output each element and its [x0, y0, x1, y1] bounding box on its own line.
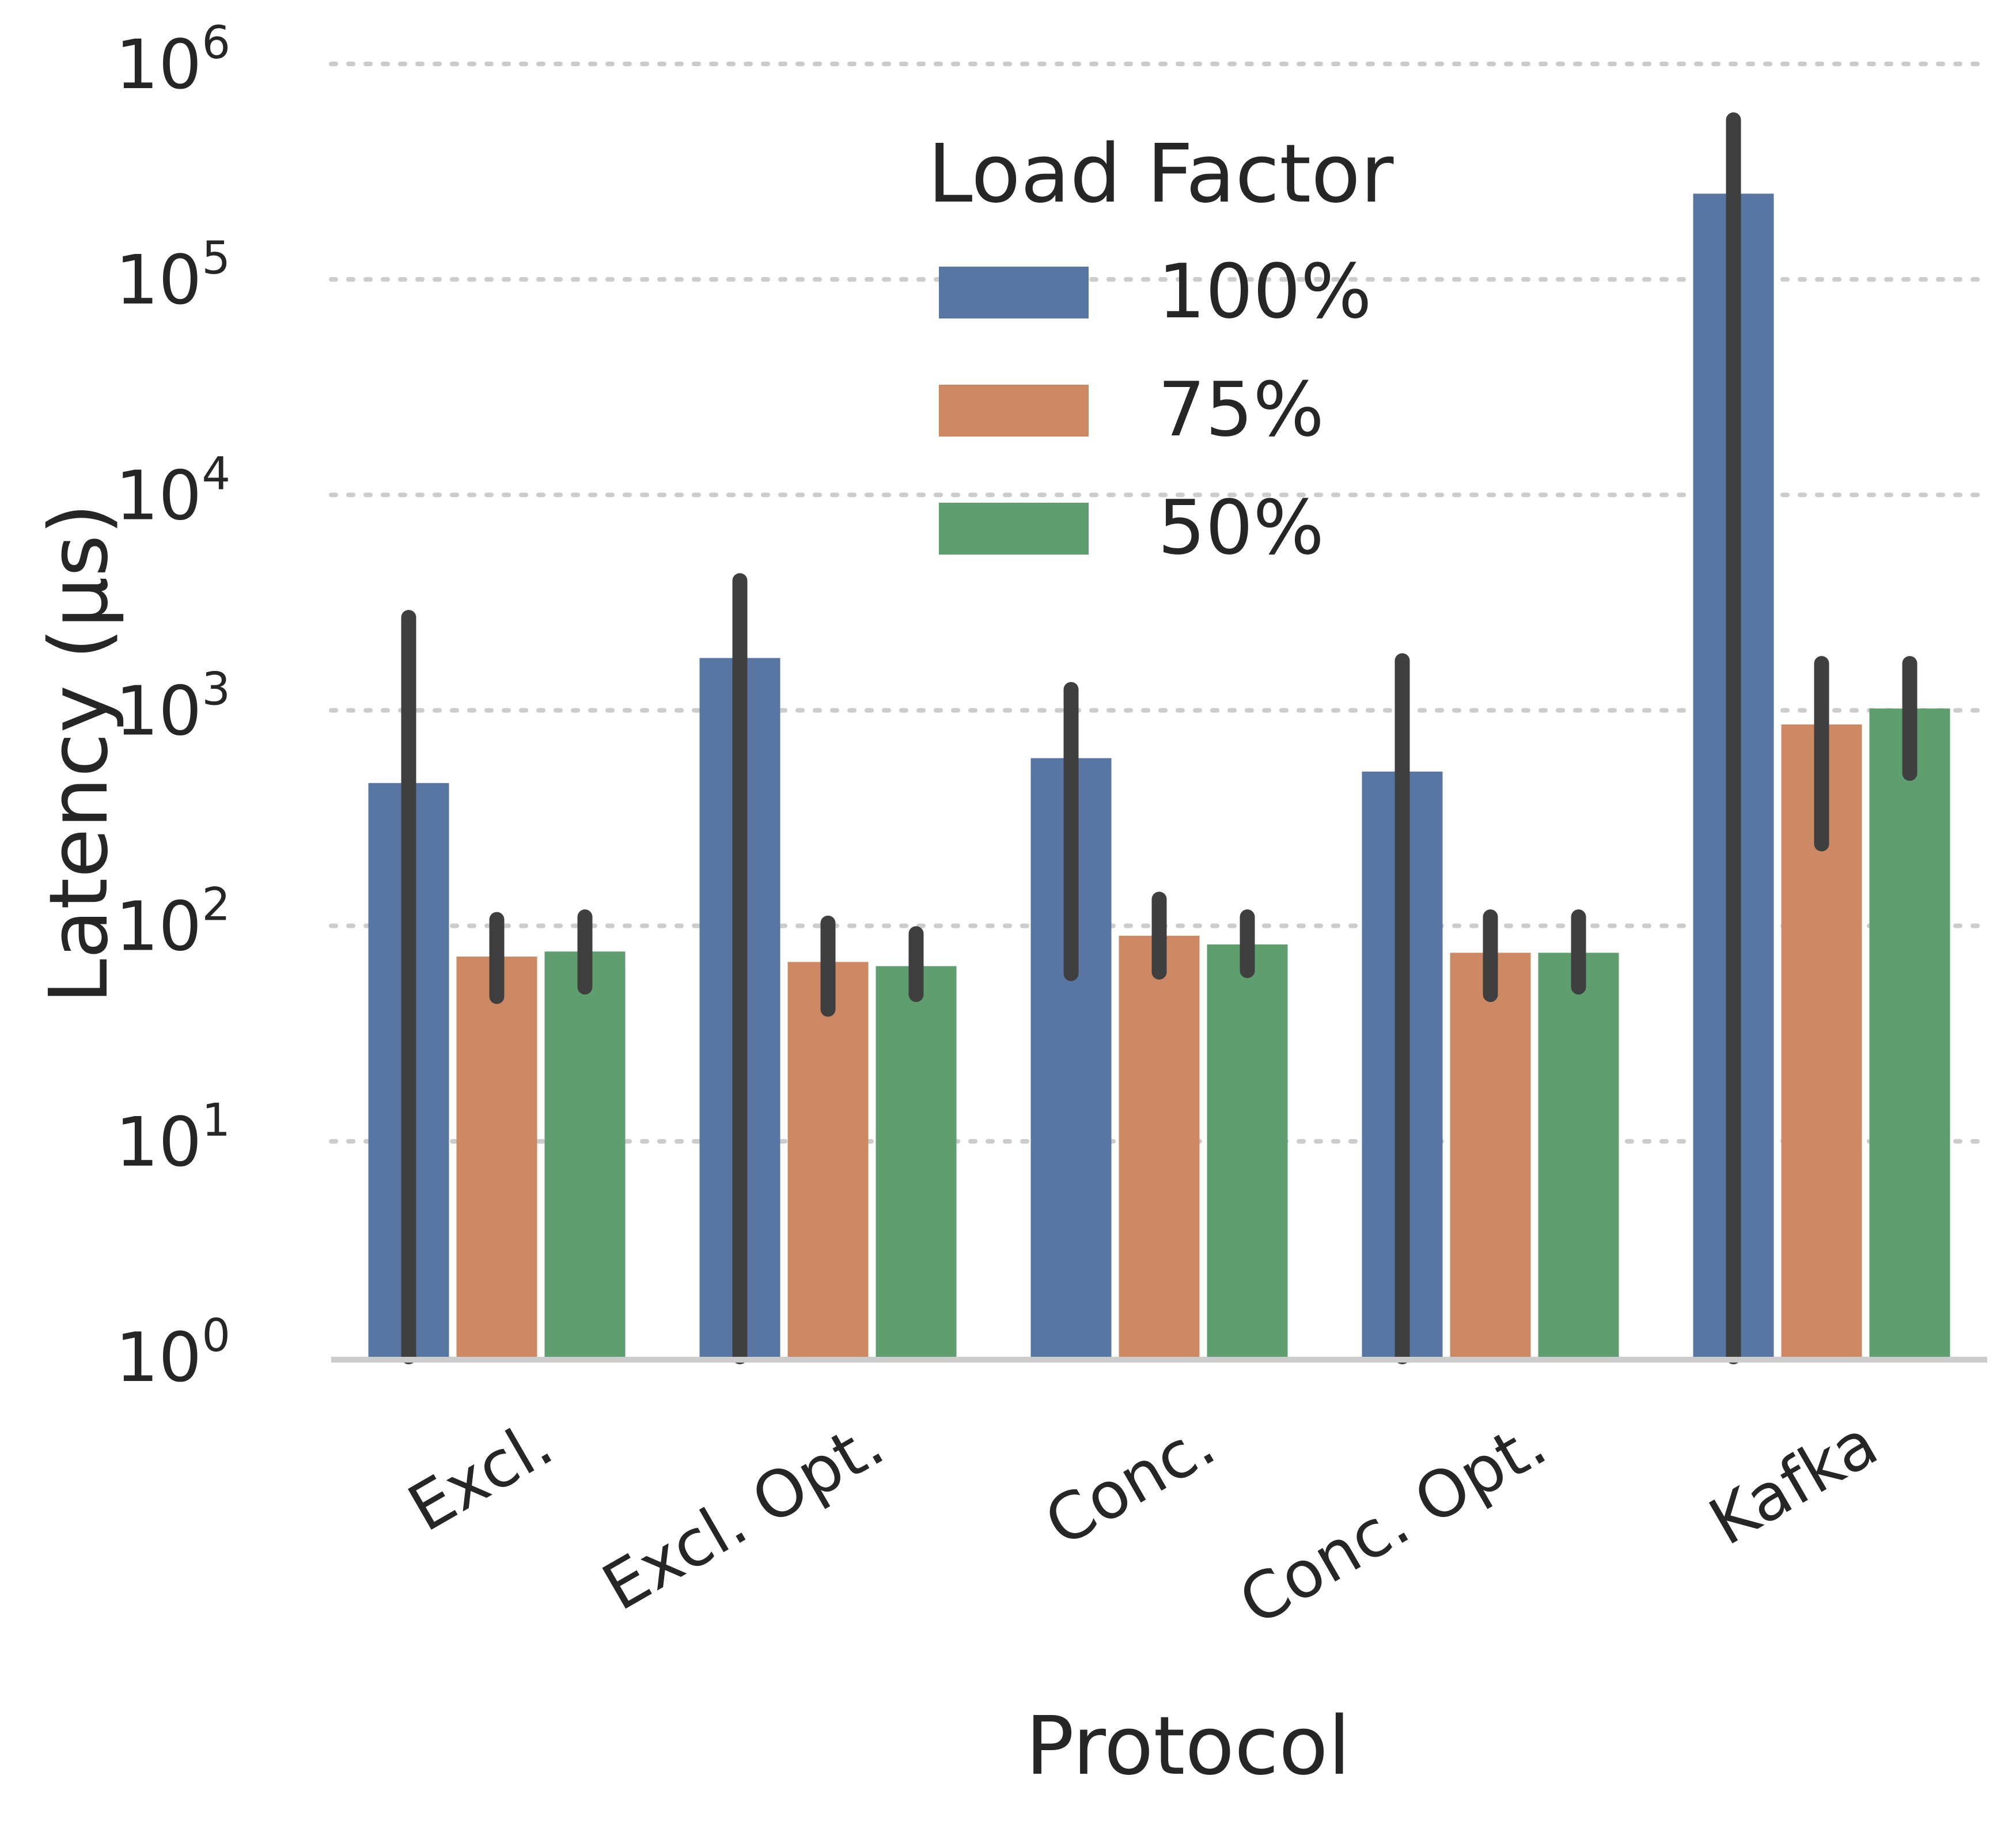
y-tick-exponent: 0 — [202, 1310, 230, 1362]
y-tick-exponent: 5 — [202, 233, 230, 284]
y-tick-base: 10 — [115, 456, 202, 535]
legend-title: Load Factor — [928, 127, 1394, 221]
y-tick-exponent: 1 — [202, 1095, 230, 1147]
y-tick-label: 105 — [115, 233, 230, 320]
bar — [1119, 935, 1200, 1357]
x-tick-label: Conc. — [1033, 1406, 1227, 1561]
x-tick-label: Excl. Opt. — [590, 1406, 896, 1625]
y-tick-label: 104 — [115, 448, 230, 535]
x-axis-title: Protocol — [1025, 1699, 1350, 1793]
y-tick-label: 101 — [115, 1095, 230, 1182]
bar — [1207, 944, 1288, 1357]
y-tick-base: 10 — [115, 671, 202, 751]
y-tick-exponent: 6 — [202, 17, 230, 69]
x-tick-label: Conc. Opt. — [1227, 1406, 1559, 1640]
y-axis-title: Latency (µs) — [32, 503, 126, 1004]
y-tick-base: 10 — [115, 25, 202, 104]
y-tick-exponent: 2 — [202, 879, 230, 931]
bar — [1450, 953, 1531, 1357]
y-tick-exponent: 3 — [202, 664, 230, 716]
y-tick-exponent: 4 — [202, 448, 230, 500]
y-tick-base: 10 — [115, 1102, 202, 1182]
bar — [876, 966, 957, 1357]
legend-swatch — [939, 267, 1089, 318]
bar — [1538, 953, 1619, 1357]
legend-label: 100% — [1158, 248, 1372, 335]
y-tick-label: 100 — [115, 1310, 230, 1397]
legend-swatch — [939, 503, 1089, 555]
y-tick-base: 10 — [115, 887, 202, 966]
y-tick-label: 102 — [115, 879, 230, 966]
bar — [1869, 708, 1950, 1357]
y-tick-label: 103 — [115, 664, 230, 751]
legend-label: 75% — [1158, 366, 1324, 453]
legend-swatch — [939, 385, 1089, 437]
legend-label: 50% — [1158, 484, 1324, 571]
bar — [544, 951, 626, 1357]
bar — [456, 957, 537, 1357]
y-tick-label: 106 — [115, 17, 230, 104]
y-tick-base: 10 — [115, 1318, 202, 1397]
bar — [787, 962, 869, 1357]
x-tick-label: Excl. — [396, 1406, 565, 1546]
y-tick-base: 10 — [115, 240, 202, 320]
x-tick-label: Kafka — [1697, 1406, 1890, 1560]
